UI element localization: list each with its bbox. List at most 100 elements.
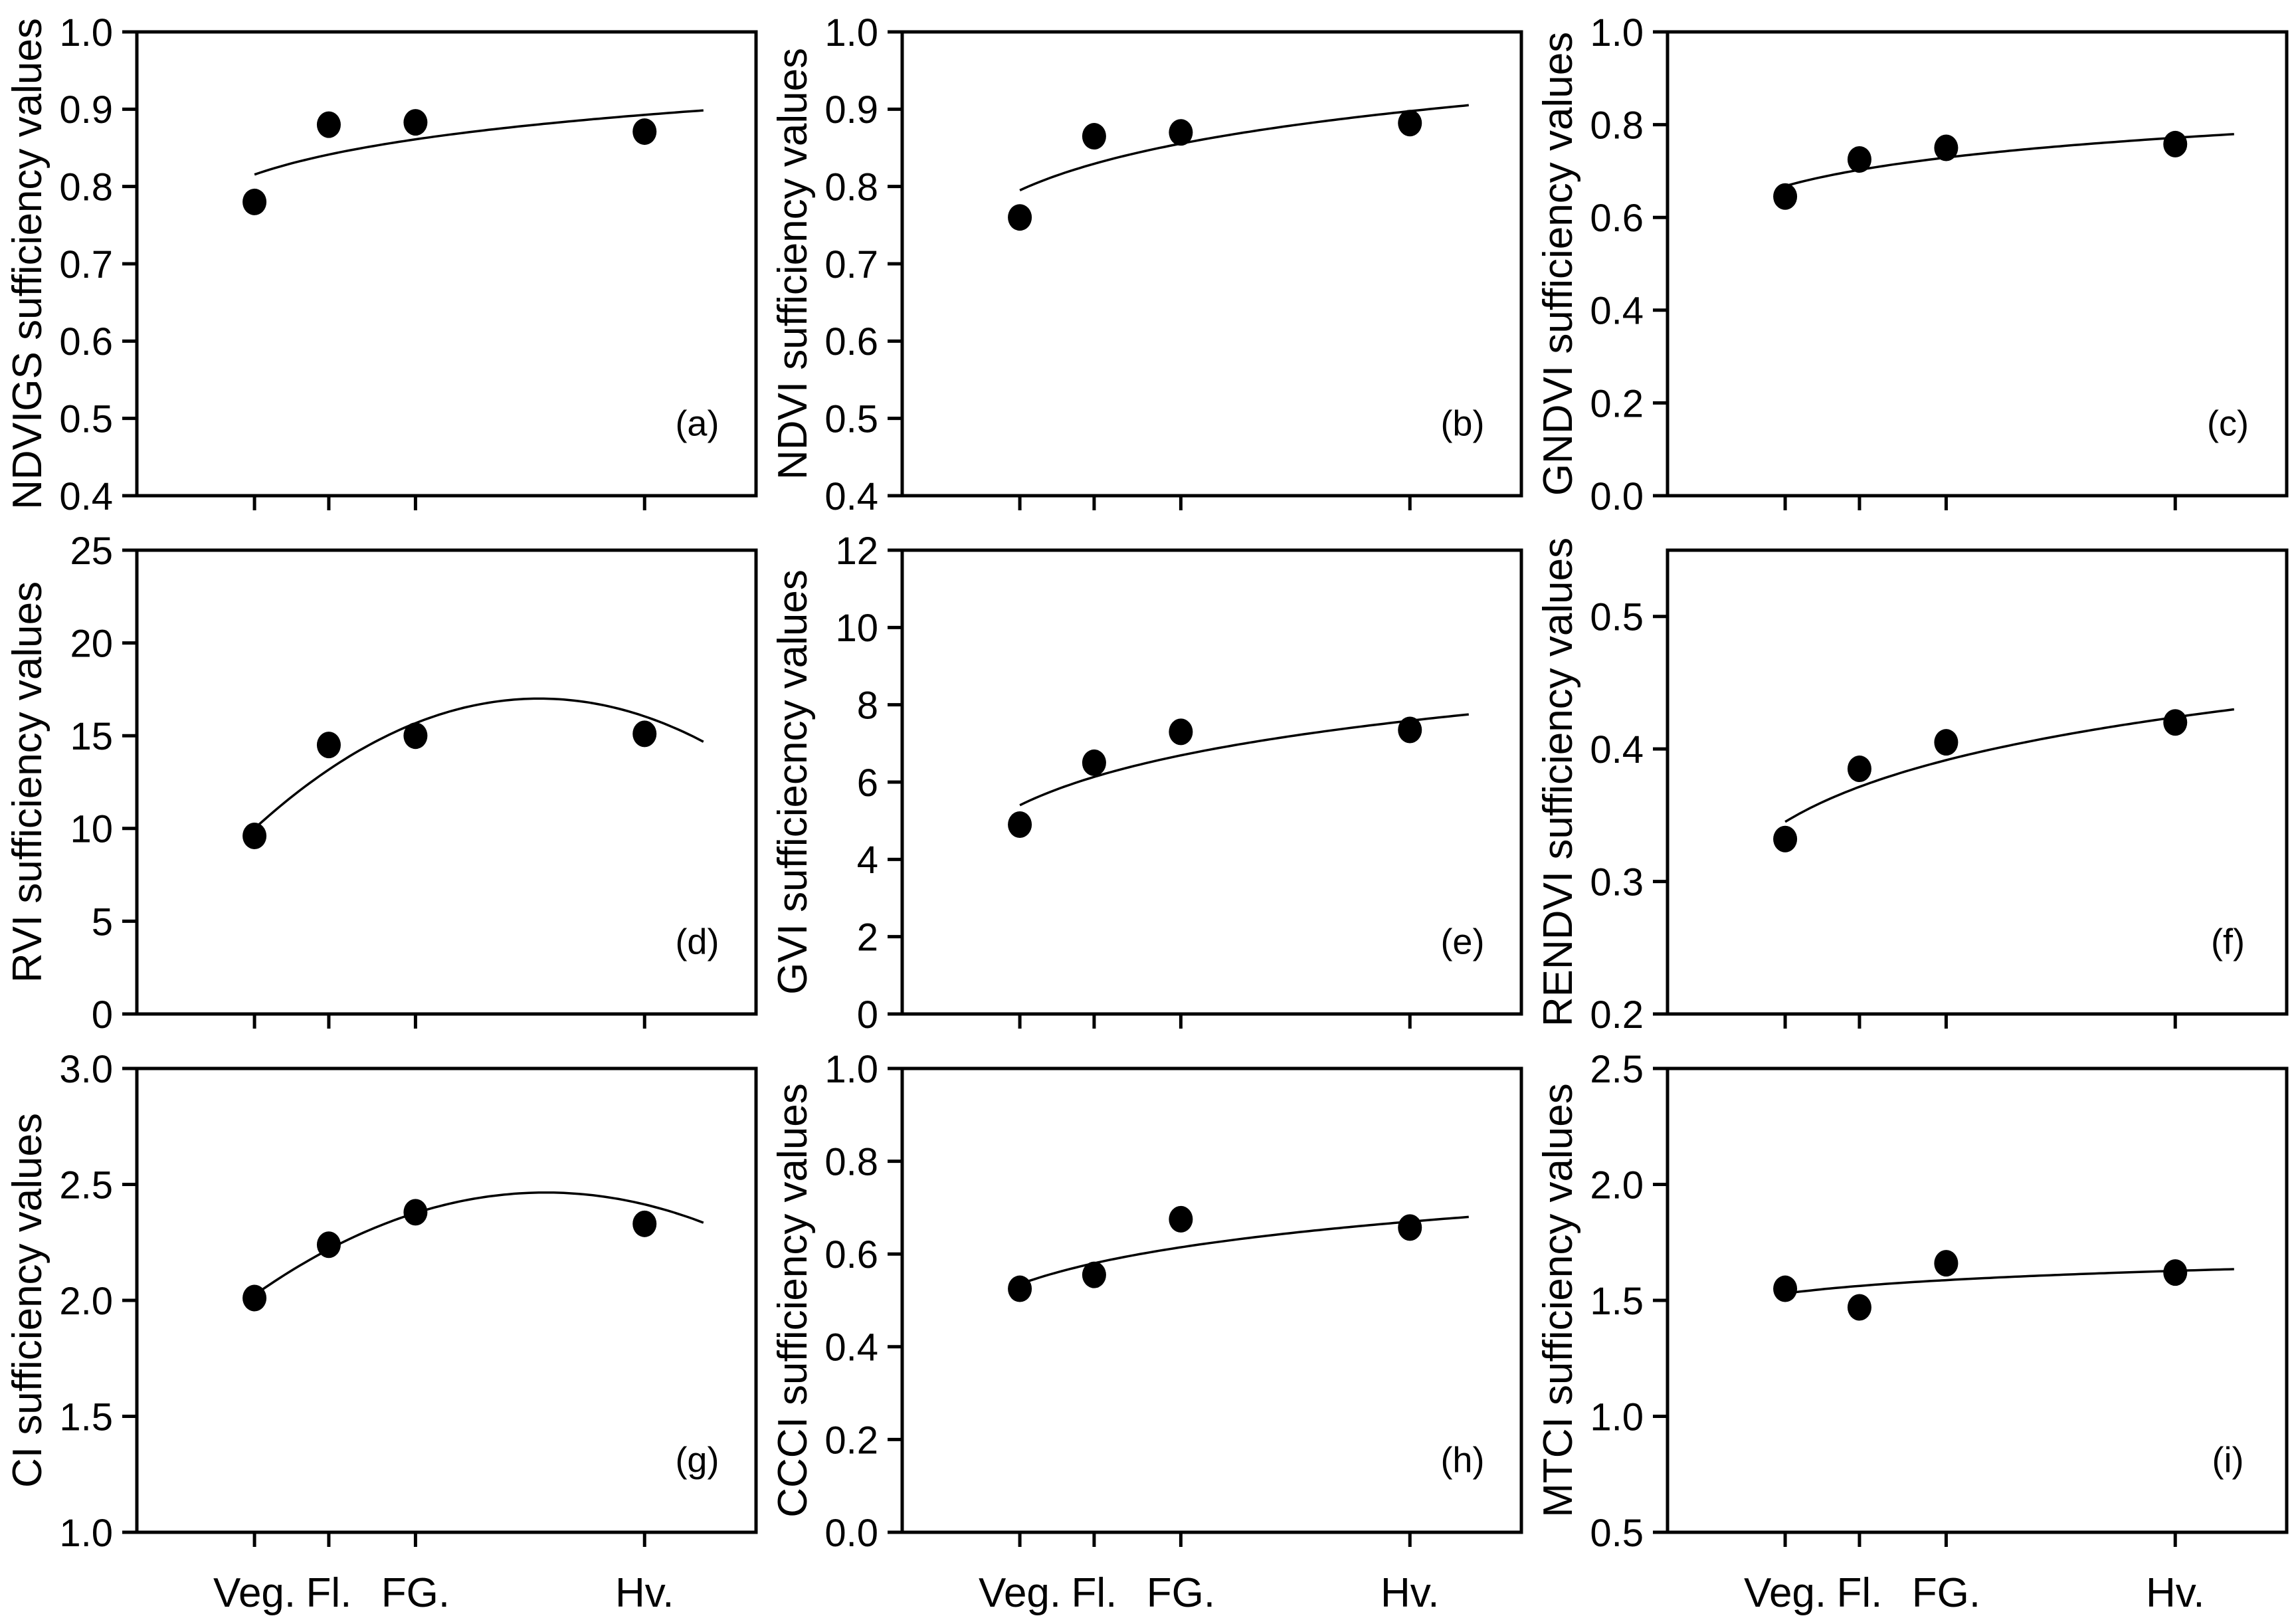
y-tick-label: 1.0 (824, 11, 878, 54)
y-tick-label: 0.4 (59, 475, 113, 518)
data-point-FG (1169, 718, 1193, 746)
data-point-Fl (1082, 1261, 1106, 1288)
y-tick-label: 0.9 (59, 88, 113, 132)
panel-letter: (a) (675, 403, 719, 443)
x-tick-label: Veg. (979, 1570, 1061, 1616)
plot-box (1666, 1066, 2289, 1534)
y-tick-label: 15 (70, 715, 113, 758)
y-tick-label: 4 (857, 839, 878, 882)
x-tick-label: Fl. (1071, 1570, 1117, 1616)
y-tick-label: 12 (835, 530, 878, 573)
y-tick-label: 0.6 (1590, 197, 1644, 240)
chart-d: 0 5 10 15 20 25 RVI sufficiency values (d) (5, 530, 758, 1037)
y-tick-label: 0.5 (1590, 596, 1644, 639)
panel-letter: (b) (1440, 403, 1484, 443)
fit-curve (1784, 1268, 2234, 1295)
y-tick-label: 0.7 (59, 243, 113, 286)
plot-box (135, 548, 758, 1016)
data-point-Fl (1847, 146, 1871, 173)
x-tick-label: Veg. (1744, 1570, 1826, 1616)
fit-curve (254, 109, 704, 176)
data-point-FG (403, 109, 428, 136)
data-point-FG (1934, 1250, 1959, 1277)
y-tick-label: 0.0 (1590, 475, 1644, 518)
y-tick-label: 1.0 (824, 1048, 878, 1091)
data-point-FG (1934, 134, 1959, 161)
data-point-Hv (1398, 110, 1422, 137)
data-point-Hv (632, 1210, 657, 1237)
y-axis-label: NDVI sufficiency values (770, 48, 816, 480)
y-tick-label: 1.0 (1590, 11, 1644, 54)
panel-i: 0.5 1.0 1.5 2.0 2.5 Veg. Fl. FG. Hv. MTCI suffici… (1531, 1037, 2296, 1616)
data-point-Hv (632, 118, 657, 146)
panel-h: 0.0 0.2 0.4 0.6 0.8 1.0 Veg. Fl. FG. Hv. CCCI suff… (765, 1037, 1531, 1616)
y-tick-label: 3.0 (59, 1048, 113, 1091)
data-point-Hv (2163, 130, 2188, 157)
data-point-Veg (242, 822, 267, 849)
x-tick-label: Fl. (306, 1570, 351, 1616)
panel-f: 0.2 0.3 0.4 0.5 RENDVI sufficiency values (f) (1531, 518, 2296, 1037)
y-tick-label: 0.4 (1590, 728, 1644, 771)
y-tick-label: 0.8 (1590, 104, 1644, 147)
x-tick-label: FG. (1912, 1570, 1980, 1616)
y-tick-label: 0.8 (824, 1140, 878, 1183)
plot-box (900, 30, 1523, 498)
fit-curve (253, 697, 704, 830)
data-point-FG (1169, 119, 1193, 146)
y-axis-label: RVI sufficiency values (5, 581, 50, 983)
y-tick-label: 10 (70, 808, 113, 851)
chart-g: 1.0 1.5 2.0 2.5 3.0 Veg. Fl. FG. Hv. CI sufficien… (5, 1048, 758, 1616)
panel-a: 0.4 0.5 0.6 0.7 0.8 0.9 1.0 NDVIGS sufficiency … (0, 0, 765, 518)
y-tick-label: 0.6 (824, 1233, 878, 1276)
y-tick-label: 0.9 (824, 88, 878, 132)
chart-i: 0.5 1.0 1.5 2.0 2.5 Veg. Fl. FG. Hv. MTCI suffici… (1535, 1048, 2289, 1616)
x-tick-label: Hv. (615, 1570, 674, 1616)
data-point-FG (1934, 729, 1959, 756)
panel-letter: (i) (2212, 1440, 2244, 1480)
panel-c: 0.0 0.2 0.4 0.6 0.8 1.0 GNDVI sufficiency valu… (1531, 0, 2296, 518)
data-point-FG (403, 1199, 428, 1226)
chart-e: 0 2 4 6 8 10 12 GVI sufficiecncy values (e) (770, 530, 1523, 1037)
y-tick-label: 0.4 (824, 475, 878, 518)
y-tick-label: 0 (92, 993, 113, 1037)
plot-box (900, 548, 1523, 1016)
data-point-Hv (2163, 1259, 2188, 1286)
y-tick-label: 5 (92, 900, 113, 944)
panel-letter: (f) (2211, 922, 2245, 961)
y-tick-label: 2.5 (59, 1163, 113, 1207)
data-point-Hv (1398, 716, 1422, 744)
data-point-Fl (1082, 749, 1106, 776)
data-point-Veg (1773, 825, 1798, 853)
data-point-Fl (316, 732, 341, 759)
y-tick-label: 0.8 (59, 166, 113, 209)
panel-letter: (e) (1440, 922, 1484, 961)
y-tick-label: 2 (857, 916, 878, 960)
data-point-Fl (316, 1231, 341, 1259)
data-point-Veg (1773, 183, 1798, 210)
fit-curve (1019, 713, 1469, 807)
x-tick-label: Veg. (213, 1570, 296, 1616)
data-point-Veg (1008, 811, 1032, 838)
y-tick-label: 1.5 (59, 1395, 113, 1439)
panel-letter: (d) (675, 922, 719, 961)
panel-b: 0.4 0.5 0.6 0.7 0.8 0.9 1.0 NDVI sufficiency va… (765, 0, 1531, 518)
y-tick-label: 0.3 (1590, 860, 1644, 904)
y-tick-label: 20 (70, 622, 113, 665)
x-tick-label: FG. (1147, 1570, 1215, 1616)
y-tick-label: 0.7 (824, 243, 878, 286)
y-tick-label: 0.2 (1590, 382, 1644, 425)
plot-box (135, 1066, 758, 1534)
y-axis-label: MTCI sufficiency values (1535, 1083, 1581, 1518)
panel-letter: (g) (675, 1440, 719, 1480)
data-point-Veg (1008, 1275, 1032, 1302)
plot-box (1666, 548, 2289, 1016)
x-tick-label: Hv. (2146, 1570, 2204, 1616)
chart-h: 0.0 0.2 0.4 0.6 0.8 1.0 Veg. Fl. FG. Hv. CCCI suff… (770, 1048, 1523, 1616)
y-tick-label: 1.0 (1590, 1395, 1644, 1439)
y-tick-label: 0.4 (1590, 290, 1644, 333)
y-tick-label: 25 (70, 530, 113, 573)
y-tick-label: 0.2 (1590, 993, 1644, 1037)
